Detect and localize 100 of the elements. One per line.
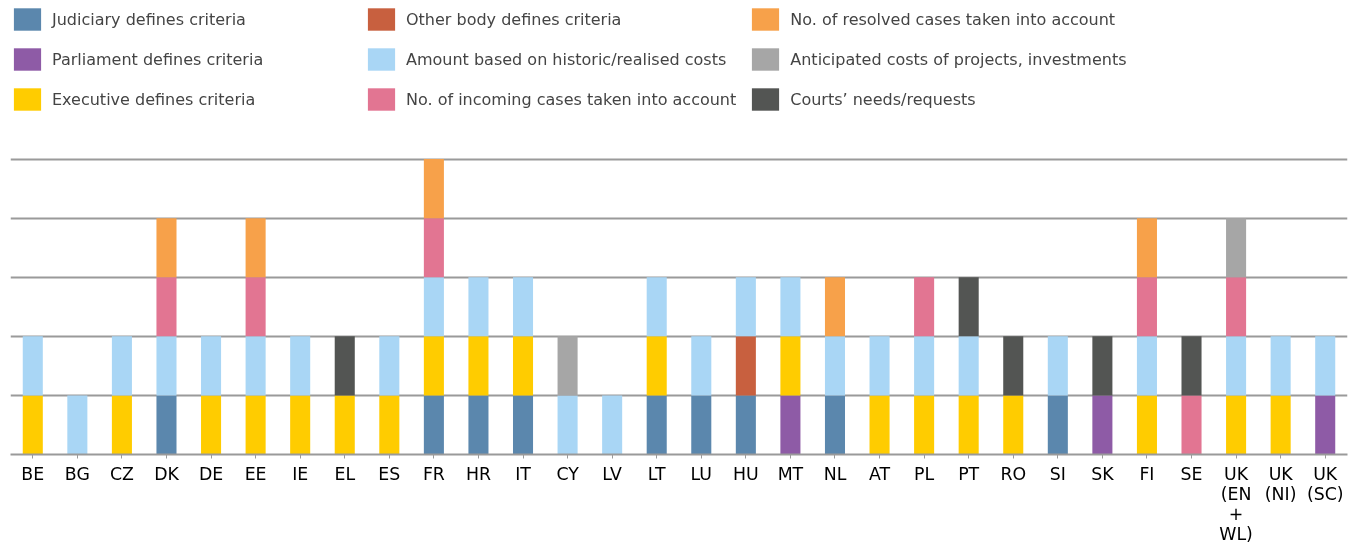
- x-tick-label: FR: [422, 463, 445, 484]
- bar: [111, 395, 132, 455]
- bar: [1047, 395, 1068, 455]
- bar: [824, 277, 846, 337]
- legend-label: Courts’ needs/requests: [790, 89, 977, 109]
- bar: [557, 395, 578, 455]
- bar: [1270, 395, 1291, 455]
- bar: [22, 336, 43, 396]
- x-tick-label: UK (SC): [1306, 463, 1344, 504]
- x-tick-label: DK: [154, 463, 180, 484]
- bar: [691, 395, 712, 455]
- bar: [1003, 336, 1024, 396]
- bar: [914, 336, 935, 396]
- legend-label: No. of resolved cases taken into account: [790, 9, 1116, 29]
- bar: [423, 218, 444, 278]
- x-tick-label: BE: [21, 463, 45, 484]
- bar: [1315, 395, 1336, 455]
- bar: [780, 277, 801, 337]
- bar: [780, 336, 801, 396]
- bar: [245, 395, 266, 455]
- bar: [156, 218, 177, 278]
- legend-label: Parliament defines criteria: [52, 49, 265, 69]
- x-tick-label: DE: [198, 463, 224, 484]
- bar: [824, 336, 846, 396]
- bar: [958, 277, 979, 337]
- bar: [1226, 395, 1247, 455]
- bar: [201, 395, 222, 455]
- bar: [958, 336, 979, 396]
- bar: [512, 336, 534, 396]
- bar: [1226, 336, 1247, 396]
- legend-label: Judiciary defines criteria: [52, 9, 247, 29]
- bar: [379, 395, 400, 455]
- x-tick-label: IE: [292, 463, 309, 484]
- legend-label: No. of incoming cases taken into account: [406, 89, 737, 109]
- bar: [1136, 395, 1157, 455]
- bar: [869, 395, 890, 455]
- bar: [1092, 336, 1113, 396]
- x-tick-label: BG: [64, 463, 90, 484]
- bar: [156, 277, 177, 337]
- bar: [423, 395, 444, 455]
- bar: [602, 395, 623, 455]
- bar: [1092, 395, 1113, 455]
- bar: [914, 395, 935, 455]
- bar: [1136, 218, 1157, 278]
- bar: [691, 336, 712, 396]
- bar: [290, 395, 311, 455]
- bar: [156, 336, 177, 396]
- legend-label: Executive defines criteria: [52, 89, 257, 109]
- bar: [1181, 395, 1202, 455]
- x-tick-label: HU: [732, 463, 759, 484]
- x-tick-label: NL: [823, 463, 847, 484]
- x-tick-label: LV: [602, 463, 623, 484]
- x-tick-label: SI: [1049, 463, 1066, 484]
- bar: [201, 336, 222, 396]
- bar: [1047, 336, 1068, 396]
- bar: [468, 336, 489, 396]
- bar: [1226, 277, 1247, 337]
- bar: [646, 277, 667, 337]
- bar: [1226, 218, 1247, 278]
- bar: [958, 395, 979, 455]
- bar: [646, 336, 667, 396]
- bar: [423, 159, 444, 219]
- bar: [1136, 336, 1157, 396]
- x-tick-label: CY: [556, 463, 580, 484]
- legend-label: Amount based on historic/realised costs: [406, 49, 727, 69]
- bar: [468, 277, 489, 337]
- x-tick-label: HR: [465, 463, 491, 484]
- bar: [22, 395, 43, 455]
- bar: [914, 277, 935, 337]
- x-tick-label: SK: [1091, 463, 1115, 484]
- x-tick-label: MT: [777, 463, 804, 484]
- bar: [290, 336, 311, 396]
- x-tick-label: ES: [378, 463, 401, 484]
- x-tick-label: IT: [515, 463, 532, 484]
- x-tick-label: PT: [958, 463, 980, 484]
- legend-label: Other body defines criteria: [406, 9, 623, 29]
- x-tick-label: EE: [244, 463, 267, 484]
- bar: [111, 336, 132, 396]
- bar: [735, 336, 756, 396]
- bar: [869, 336, 890, 396]
- bar: [245, 277, 266, 337]
- bar: [1181, 336, 1202, 396]
- bar: [1136, 277, 1157, 337]
- bar: [67, 395, 88, 455]
- x-tick-label: AT: [869, 463, 891, 484]
- x-tick-label: PL: [914, 463, 935, 484]
- x-tick-label: UK (EN + WL): [1219, 463, 1253, 544]
- bar: [780, 395, 801, 455]
- x-tick-label: LU: [690, 463, 713, 484]
- bar: [379, 336, 400, 396]
- bar: [824, 395, 846, 455]
- bar: [468, 395, 489, 455]
- bar: [334, 336, 355, 396]
- bar: [245, 336, 266, 396]
- x-tick-label: LT: [647, 463, 667, 484]
- x-tick-label: RO: [1000, 463, 1027, 484]
- bar: [156, 395, 177, 455]
- x-tick-label: FI: [1139, 463, 1155, 484]
- bar: [1270, 336, 1291, 396]
- x-tick-label: CZ: [109, 463, 135, 484]
